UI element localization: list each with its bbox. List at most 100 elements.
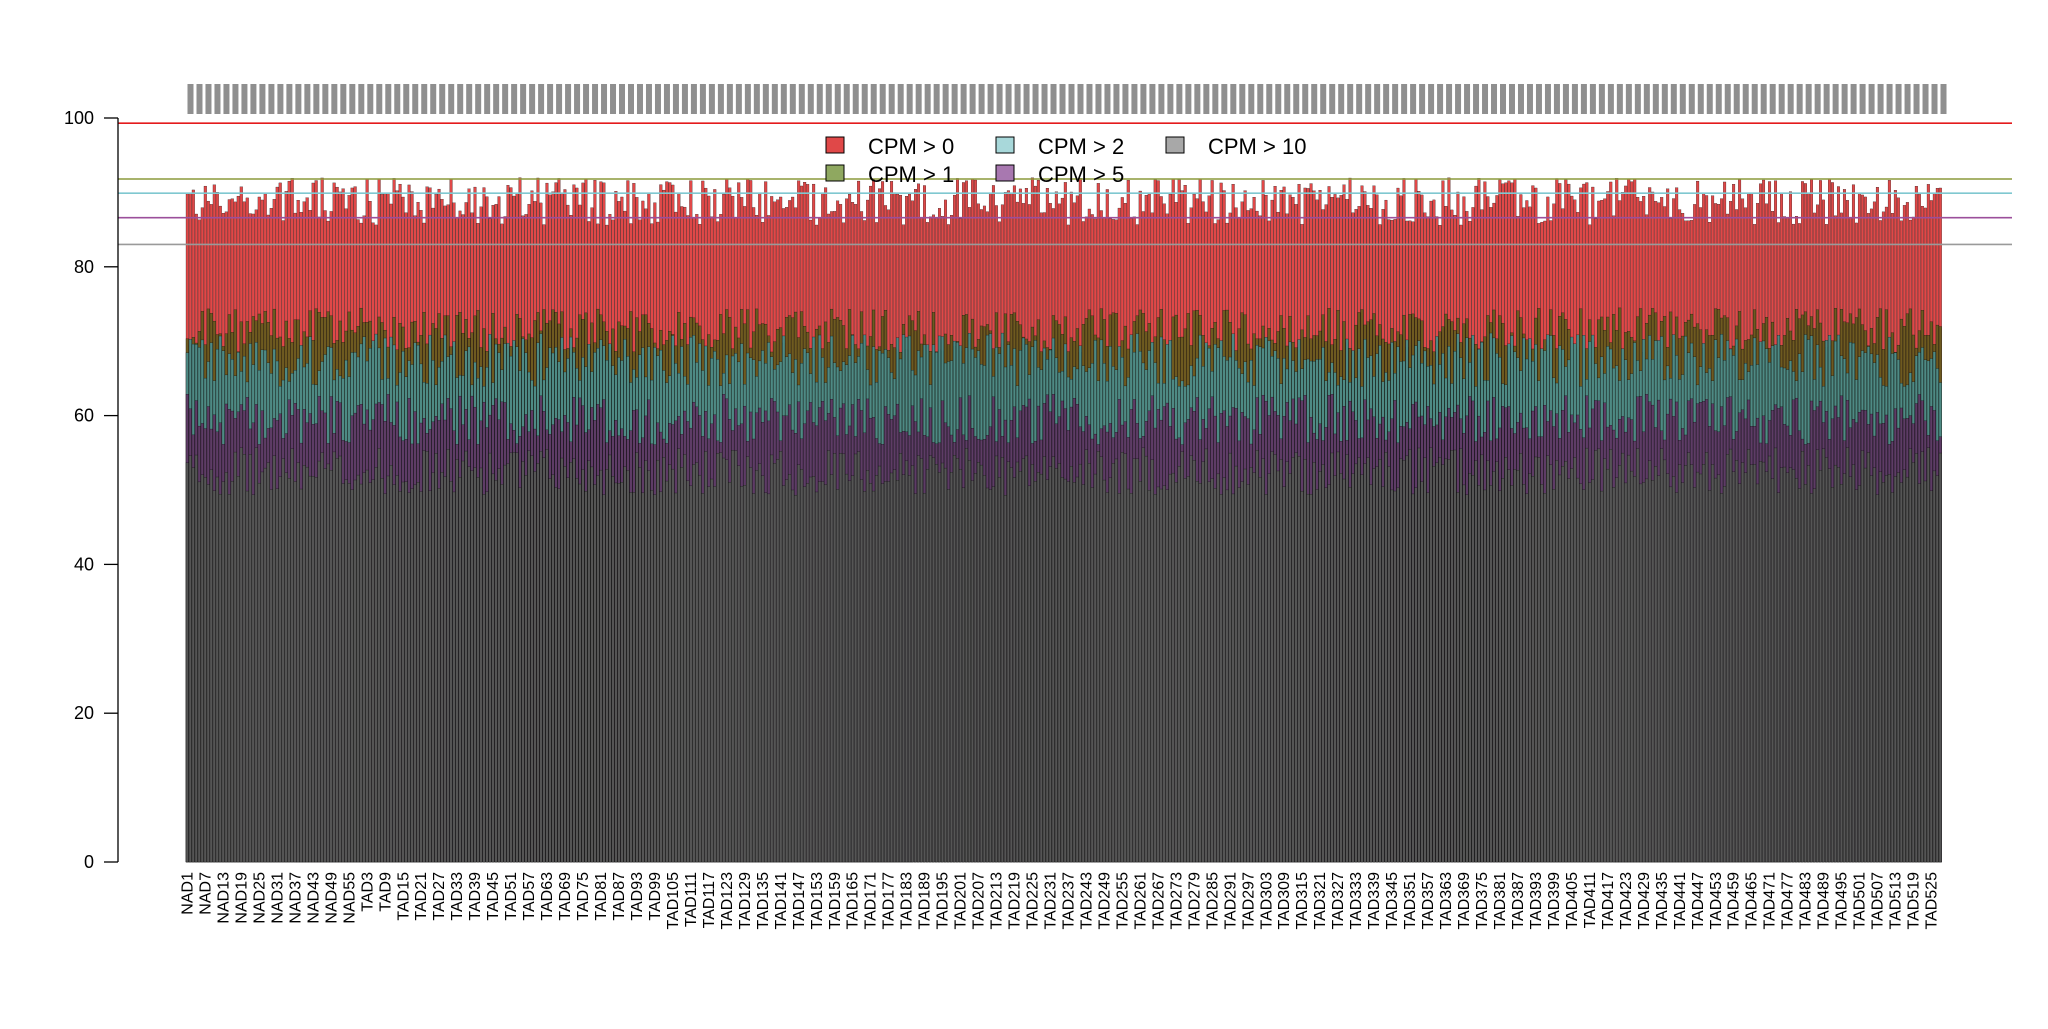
bar-5-513 bbox=[1723, 486, 1727, 863]
bar-5-477 bbox=[1615, 477, 1619, 863]
bar-5-215 bbox=[830, 474, 834, 863]
x-tick-label-TAD165: TAD165 bbox=[845, 872, 862, 930]
top-label-mark-153 bbox=[645, 84, 652, 114]
top-label-mark-171 bbox=[699, 84, 706, 114]
bar-5-506 bbox=[1702, 464, 1706, 863]
x-tick-label-TAD261: TAD261 bbox=[1132, 872, 1149, 930]
top-label-mark-189 bbox=[753, 84, 760, 114]
top-label-mark-213 bbox=[825, 84, 832, 114]
top-label-mark-9 bbox=[214, 84, 221, 114]
top-label-mark-87 bbox=[448, 84, 455, 114]
top-label-mark-162 bbox=[672, 84, 679, 114]
x-tick-label-TAD369: TAD369 bbox=[1456, 872, 1473, 930]
top-label-mark-276 bbox=[1014, 84, 1021, 114]
top-label-mark-321 bbox=[1149, 84, 1156, 114]
top-label-mark-228 bbox=[870, 84, 877, 114]
bar-5-147 bbox=[626, 470, 630, 863]
top-label-mark-429 bbox=[1473, 84, 1480, 114]
bar-5-537 bbox=[1795, 478, 1798, 863]
bar-5-127 bbox=[566, 477, 570, 863]
bar-5-531 bbox=[1777, 492, 1781, 863]
bar-5-116 bbox=[533, 471, 537, 863]
top-label-mark-105 bbox=[502, 84, 509, 114]
y-tick-label-0: 0 bbox=[84, 852, 94, 872]
bar-5-4 bbox=[197, 481, 201, 863]
top-label-mark-363 bbox=[1275, 84, 1282, 114]
bar-5-283 bbox=[1033, 481, 1037, 863]
top-label-mark-48 bbox=[331, 84, 338, 114]
bar-5-86 bbox=[443, 476, 447, 863]
bar-5-349 bbox=[1231, 493, 1235, 863]
x-tick-label-TAD345: TAD345 bbox=[1384, 872, 1401, 930]
bar-5-549 bbox=[1831, 487, 1834, 863]
bar-5-327 bbox=[1165, 489, 1169, 863]
bar-5-220 bbox=[845, 473, 849, 863]
bar-5-409 bbox=[1411, 493, 1415, 863]
top-label-mark-240 bbox=[906, 84, 913, 114]
bar-5-497 bbox=[1675, 492, 1679, 863]
bar-5-572 bbox=[1899, 482, 1903, 863]
bar-5-456 bbox=[1552, 489, 1556, 863]
x-tick-label-TAD441: TAD441 bbox=[1672, 872, 1689, 930]
bar-5-231 bbox=[878, 465, 882, 863]
x-tick-label-TAD489: TAD489 bbox=[1816, 872, 1833, 930]
bar-5-216 bbox=[833, 453, 837, 863]
top-label-mark-438 bbox=[1500, 84, 1507, 114]
bar-5-499 bbox=[1681, 482, 1685, 863]
bar-5-109 bbox=[512, 452, 516, 863]
bar-5-266 bbox=[982, 475, 986, 863]
top-label-mark-27 bbox=[268, 84, 275, 114]
bar-5-210 bbox=[815, 491, 819, 863]
x-tick-label-TAD153: TAD153 bbox=[809, 872, 826, 930]
bar-5-529 bbox=[1771, 478, 1775, 863]
bar-5-251 bbox=[938, 472, 941, 863]
bar-5-199 bbox=[782, 485, 786, 863]
top-label-mark-486 bbox=[1643, 84, 1650, 114]
top-label-mark-510 bbox=[1715, 84, 1722, 114]
bar-5-567 bbox=[1884, 475, 1888, 863]
x-tick-label-TAD303: TAD303 bbox=[1258, 872, 1275, 930]
bar-5-475 bbox=[1609, 449, 1613, 863]
bar-5-233 bbox=[884, 481, 888, 863]
x-tick-label-TAD93: TAD93 bbox=[629, 872, 646, 921]
bar-5-32 bbox=[281, 458, 285, 863]
bar-5-348 bbox=[1228, 452, 1232, 863]
top-label-mark-255 bbox=[951, 84, 958, 114]
bar-5-22 bbox=[251, 494, 255, 863]
top-label-mark-30 bbox=[277, 84, 284, 114]
top-label-mark-42 bbox=[313, 84, 320, 114]
top-label-mark-423 bbox=[1455, 84, 1462, 114]
bar-5-563 bbox=[1872, 467, 1876, 863]
x-tick-label-TAD417: TAD417 bbox=[1600, 872, 1617, 930]
top-label-mark-135 bbox=[592, 84, 599, 114]
bar-5-183 bbox=[734, 450, 738, 863]
bar-5-557 bbox=[1854, 489, 1858, 863]
x-tick-label-NAD1: NAD1 bbox=[179, 872, 196, 915]
top-label-mark-540 bbox=[1805, 84, 1812, 114]
top-label-mark-543 bbox=[1814, 84, 1821, 114]
bar-5-48 bbox=[329, 470, 333, 863]
top-label-mark-360 bbox=[1266, 84, 1273, 114]
bar-5-385 bbox=[1339, 473, 1343, 863]
bar-5-361 bbox=[1267, 473, 1271, 863]
bar-5-88 bbox=[449, 481, 453, 863]
bar-5-492 bbox=[1660, 448, 1664, 863]
top-label-mark-267 bbox=[987, 84, 994, 114]
bar-5-167 bbox=[686, 480, 690, 863]
x-tick-label-TAD249: TAD249 bbox=[1096, 872, 1113, 930]
top-label-mark-447 bbox=[1526, 84, 1533, 114]
bar-5-146 bbox=[623, 466, 627, 863]
bar-5-131 bbox=[578, 483, 582, 863]
bar-5-79 bbox=[422, 450, 426, 863]
top-label-mark-222 bbox=[852, 84, 859, 114]
bar-5-163 bbox=[674, 492, 678, 863]
bar-5-479 bbox=[1621, 452, 1625, 863]
bar-5-412 bbox=[1420, 481, 1424, 863]
bar-5-413 bbox=[1423, 457, 1427, 863]
bar-5-337 bbox=[1195, 481, 1199, 863]
x-tick-label-TAD291: TAD291 bbox=[1222, 872, 1239, 930]
bar-5-225 bbox=[860, 479, 864, 863]
top-label-mark-465 bbox=[1580, 84, 1587, 114]
bar-5-294 bbox=[1066, 481, 1070, 863]
bar-5-373 bbox=[1303, 459, 1307, 863]
